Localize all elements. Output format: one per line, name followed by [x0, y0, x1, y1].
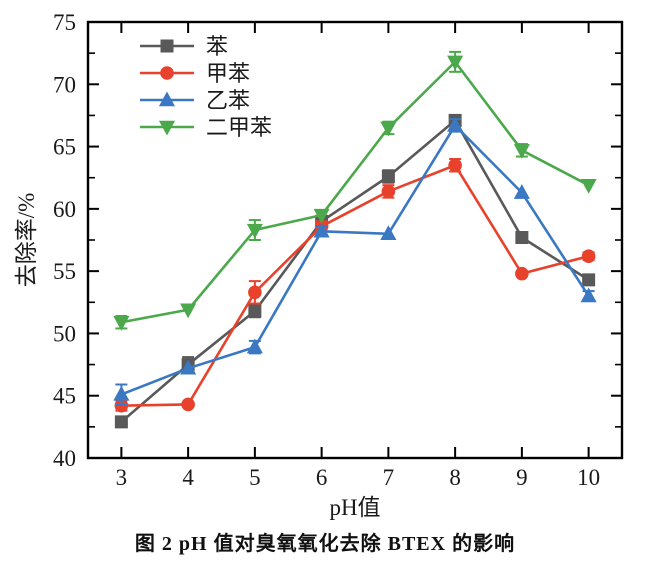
legend-label: 甲苯 — [206, 61, 250, 86]
y-tick-label: 65 — [53, 135, 76, 160]
plot-frame — [86, 20, 624, 460]
figure-caption: 图 2 pH 值对臭氧氧化去除 BTEX 的影响 — [134, 533, 516, 555]
legend-item-3[interactable]: 乙苯 — [140, 88, 250, 113]
x-tick-label: 7 — [383, 465, 395, 490]
y-tick-label: 75 — [53, 10, 76, 35]
legend-marker — [160, 66, 174, 80]
y-tick-label: 50 — [53, 321, 76, 346]
x-tick-label: 9 — [516, 465, 528, 490]
data-point — [513, 144, 530, 159]
data-point — [580, 287, 597, 303]
legend-label: 乙苯 — [206, 88, 250, 113]
x-tick-label: 8 — [449, 465, 461, 490]
data-point — [248, 304, 262, 318]
x-tick-label: 5 — [249, 465, 261, 490]
data-point — [447, 55, 464, 71]
y-axis-title-group: 去除率/% — [14, 193, 39, 288]
data-point — [113, 385, 130, 401]
legend-marker — [158, 120, 176, 136]
legend-item-2[interactable]: 甲苯 — [140, 61, 250, 86]
data-point — [515, 231, 529, 245]
x-axis-title: pH值 — [329, 495, 380, 520]
data-point — [380, 225, 397, 240]
data-point — [246, 223, 263, 239]
data-point — [248, 285, 262, 300]
data-point — [313, 208, 330, 224]
data-point — [246, 338, 263, 354]
series-line — [120, 163, 590, 407]
y-tick-label: 60 — [53, 197, 76, 222]
legend-item-1[interactable]: 苯 — [140, 34, 228, 59]
x-tick-label: 3 — [116, 465, 128, 490]
data-point — [313, 222, 330, 238]
data-point — [447, 116, 464, 132]
data-point — [380, 121, 397, 137]
series-1 — [114, 113, 596, 429]
data-point — [515, 266, 529, 281]
y-tick-label: 45 — [53, 384, 76, 409]
data-point — [513, 184, 530, 199]
legend-marker — [160, 39, 174, 53]
legend-label: 二甲苯 — [206, 115, 272, 140]
series-3 — [113, 116, 597, 406]
x-tick-label: 4 — [182, 465, 194, 490]
data-point — [181, 397, 195, 412]
y-tick-label: 55 — [53, 259, 76, 284]
legend-marker — [158, 91, 176, 107]
series-line — [120, 119, 590, 424]
y-tick-label: 70 — [53, 72, 76, 97]
legend-label: 苯 — [206, 34, 228, 59]
data-point — [448, 158, 462, 173]
data-point — [581, 249, 596, 263]
data-point — [180, 359, 197, 375]
series-line — [120, 60, 590, 324]
x-tick-label: 10 — [577, 465, 600, 490]
series-line — [120, 124, 590, 396]
data-point — [381, 169, 395, 183]
data-point — [114, 415, 128, 429]
data-point — [582, 273, 596, 287]
legend-item-4[interactable]: 二甲苯 — [140, 115, 272, 140]
series-4 — [113, 50, 597, 331]
series-2 — [114, 158, 596, 413]
y-tick-label: 40 — [53, 446, 76, 471]
x-tick-label: 6 — [316, 465, 328, 490]
data-point — [113, 316, 130, 331]
data-point — [381, 184, 396, 199]
data-point — [580, 178, 597, 194]
y-axis-title: 去除率/% — [14, 193, 39, 288]
data-point — [180, 303, 197, 319]
